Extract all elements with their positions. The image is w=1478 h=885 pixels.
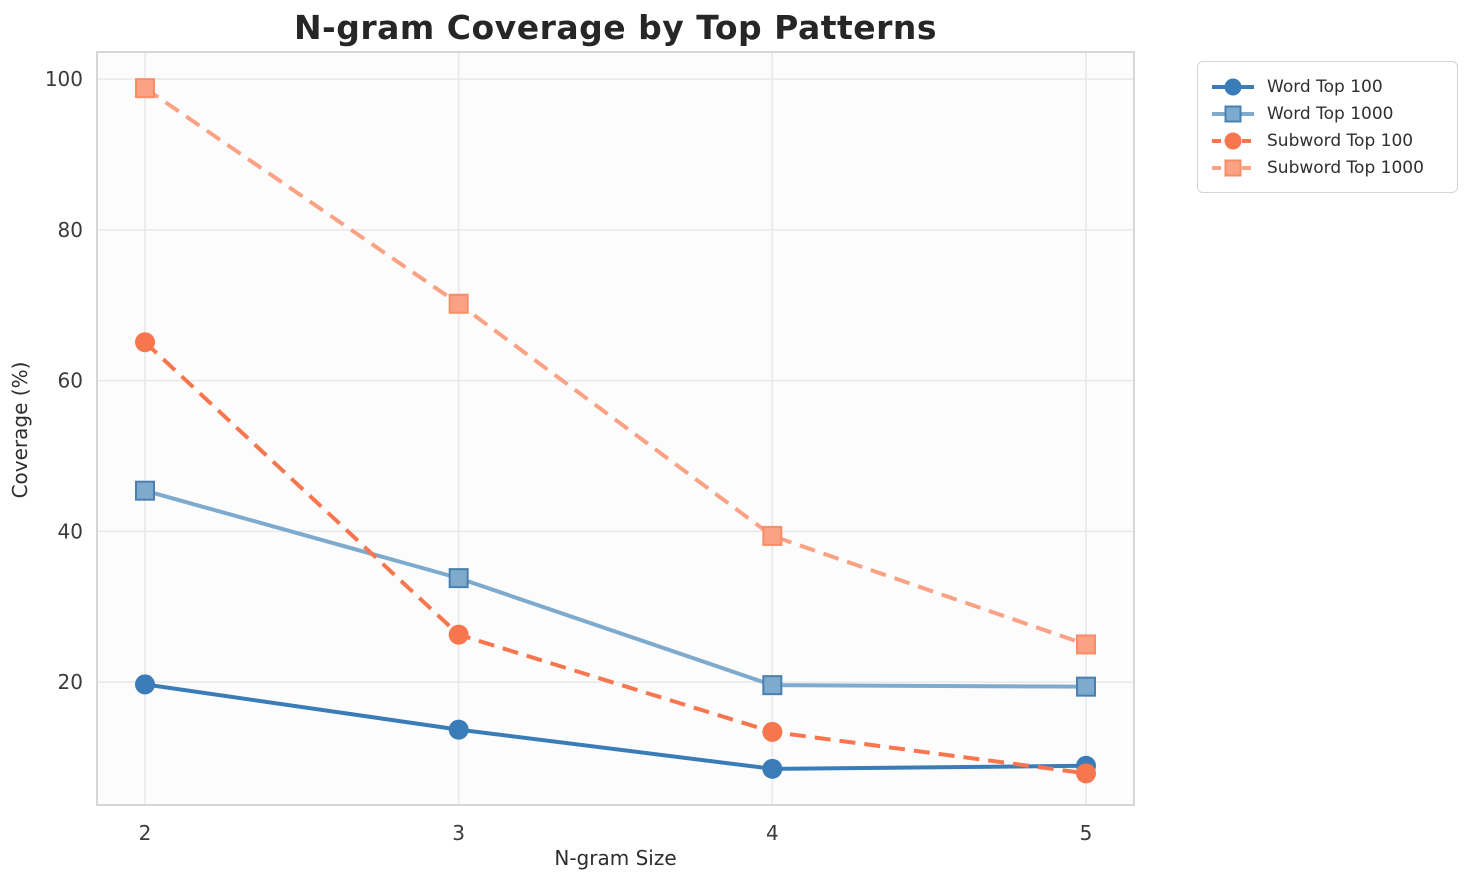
- x-tick-label: 3: [452, 821, 465, 845]
- y-tick-label: 100: [45, 67, 83, 91]
- x-tick-label: 5: [1080, 821, 1093, 845]
- x-axis-label: N-gram Size: [554, 846, 677, 870]
- series-line-subword-top-100: [143, 340, 1087, 776]
- y-axis-label: Coverage (%): [8, 361, 32, 499]
- legend-item-word-top-1000: Word Top 1000: [1210, 100, 1445, 127]
- series-line-word-top-100: [144, 682, 1087, 771]
- legend-item-subword-top-1000: Subword Top 1000: [1210, 154, 1445, 181]
- data-point-subword-top-100: [762, 721, 783, 742]
- legend: Word Top 100 Word Top 1000 Subword Top 100…: [1197, 61, 1458, 193]
- data-point-word-top-1000: [762, 675, 783, 696]
- legend-sample-marker: [1224, 105, 1242, 122]
- data-point-word-top-1000: [134, 480, 155, 501]
- legend-sample-marker: [1224, 132, 1242, 149]
- legend-marker-square-icon: [1212, 159, 1254, 176]
- y-tick-label: 80: [58, 218, 83, 242]
- legend-item-label: Word Top 100: [1267, 76, 1383, 97]
- y-tick-label: 60: [58, 369, 83, 393]
- legend-sample-marker: [1224, 78, 1242, 95]
- data-point-word-top-100: [134, 674, 155, 695]
- data-point-subword-top-1000: [762, 525, 783, 546]
- legend-item-label: Subword Top 100: [1267, 130, 1414, 151]
- x-tick-label: 4: [766, 821, 779, 845]
- data-point-word-top-100: [762, 758, 783, 779]
- legend-item-label: Word Top 1000: [1267, 103, 1394, 124]
- chart-title: N-gram Coverage by Top Patterns: [293, 8, 938, 47]
- legend-item-word-top-100: Word Top 100: [1210, 73, 1445, 100]
- data-point-word-top-1000: [448, 568, 469, 589]
- data-point-word-top-100: [448, 719, 469, 740]
- legend-item-subword-top-100: Subword Top 100: [1210, 127, 1445, 154]
- legend-item-label: Subword Top 1000: [1267, 157, 1424, 178]
- data-point-word-top-1000: [1076, 676, 1097, 697]
- data-point-subword-top-1000: [448, 293, 469, 314]
- data-point-subword-top-100: [448, 624, 469, 645]
- axes-border: [96, 51, 1135, 806]
- plot-area: [97, 52, 1134, 805]
- legend-marker-circle-icon: [1212, 132, 1254, 149]
- data-point-subword-top-1000: [1076, 634, 1097, 655]
- data-point-subword-top-100: [1076, 763, 1097, 784]
- legend-marker-square-icon: [1212, 105, 1254, 122]
- legend-marker-circle-icon: [1212, 78, 1254, 95]
- series-line-subword-top-1000: [143, 86, 1087, 647]
- series-line-word-top-1000: [144, 488, 1087, 689]
- data-point-subword-top-1000: [134, 78, 155, 99]
- y-tick-label: 20: [58, 670, 83, 694]
- y-tick-label: 40: [58, 519, 83, 543]
- legend-sample-marker: [1224, 159, 1242, 176]
- x-tick-label: 2: [139, 821, 152, 845]
- data-point-subword-top-100: [134, 332, 155, 353]
